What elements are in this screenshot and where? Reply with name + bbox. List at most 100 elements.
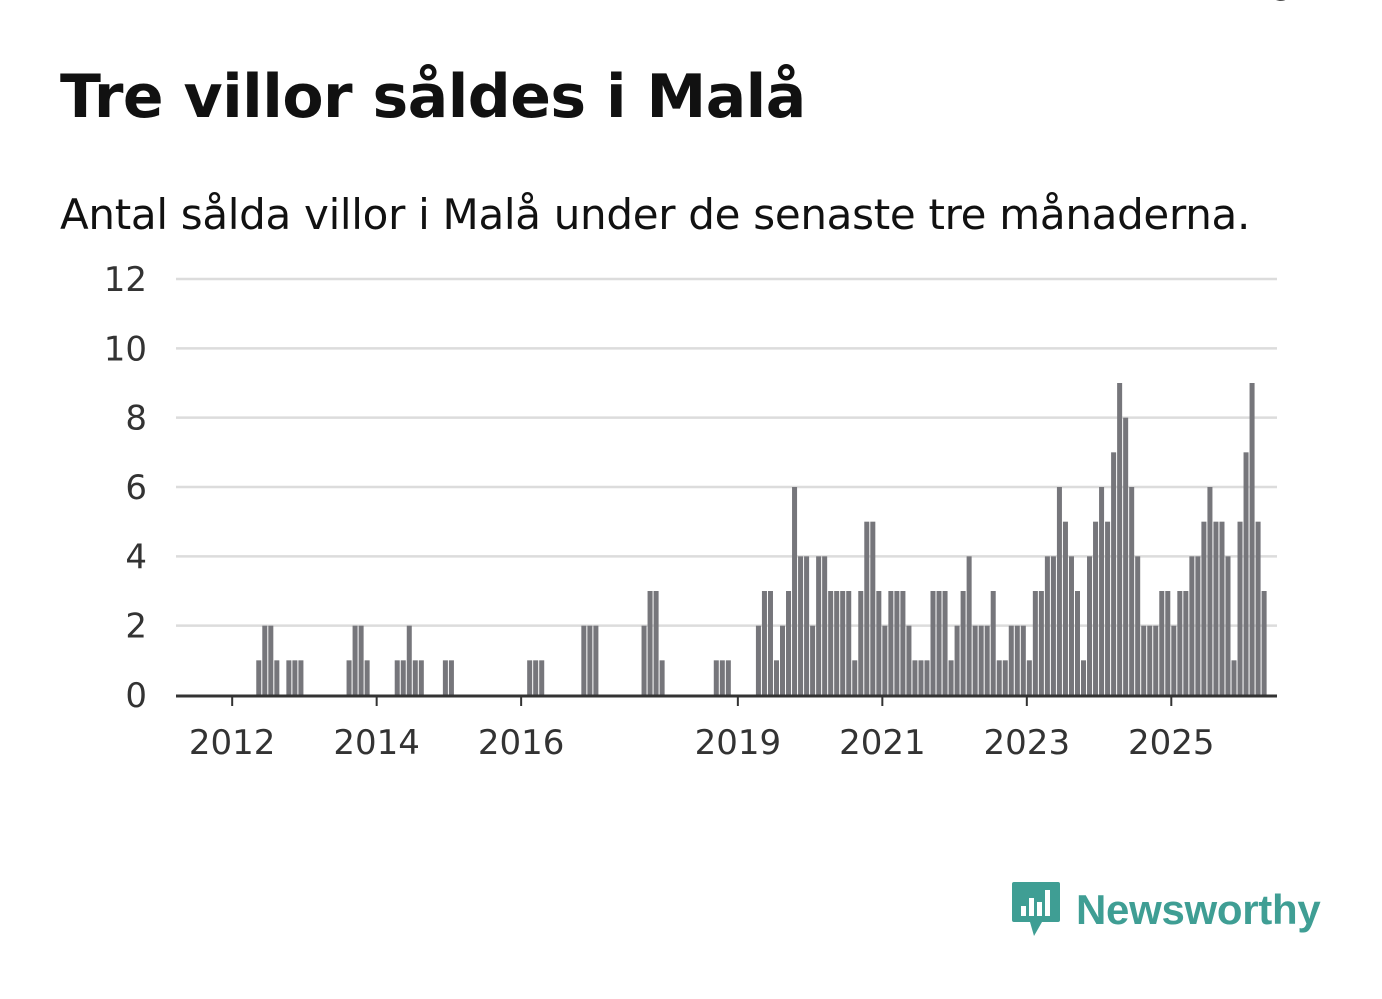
newsworthy-logo[interactable]: Newsworthy: [1010, 878, 1321, 942]
brand-name: Newsworthy: [1076, 886, 1321, 933]
bar: [930, 591, 936, 695]
bar: [1171, 625, 1177, 695]
bar: [1002, 660, 1008, 695]
bar: [755, 625, 761, 695]
chart-subtitle: Antal sålda villor i Malå under de senas…: [60, 190, 1251, 239]
gridlines: [176, 277, 1277, 627]
bar: [1135, 556, 1141, 695]
x-tick-label: 2021: [839, 723, 926, 763]
bar: [773, 660, 779, 695]
bar: [1087, 556, 1093, 695]
bar: [713, 660, 719, 695]
bar: [1183, 591, 1189, 695]
newsworthy-logo-icon: [1012, 882, 1060, 936]
bar: [1020, 625, 1026, 695]
bar: [268, 625, 274, 695]
bar: [1165, 591, 1171, 695]
bar: [1032, 591, 1038, 695]
bar: [527, 660, 533, 695]
bar: [804, 556, 810, 695]
bar: [641, 625, 647, 695]
bar: [1093, 521, 1099, 695]
bar: [960, 591, 966, 695]
bar: [418, 660, 424, 695]
bars: [256, 383, 1267, 695]
y-tick-label: 8: [125, 399, 147, 439]
chart-title: Tre villor såldes i Malå: [60, 62, 806, 132]
bar: [1207, 487, 1213, 695]
bar: [864, 521, 870, 695]
bar: [1141, 625, 1147, 695]
bar: [1123, 417, 1129, 695]
bar: [1129, 487, 1135, 695]
bar: [912, 660, 918, 695]
bar: [1237, 521, 1243, 695]
bar: [990, 591, 996, 695]
bar: [1099, 487, 1105, 695]
bar: [792, 487, 798, 695]
bar: [539, 660, 545, 695]
bar: [918, 660, 924, 695]
bar: [1261, 591, 1267, 695]
y-tick-label: 2: [125, 607, 147, 647]
bar: [352, 625, 358, 695]
y-tick-label: 4: [125, 537, 147, 577]
bar: [948, 660, 954, 695]
bar: [533, 660, 539, 695]
bar: [1014, 625, 1020, 695]
bar: [1026, 660, 1032, 695]
bar: [1111, 452, 1117, 695]
bar: [900, 591, 906, 695]
bar: [406, 625, 412, 695]
bar: [298, 660, 304, 695]
bar: [593, 625, 599, 695]
bar: [346, 660, 352, 695]
bar: [840, 591, 846, 695]
x-tick-label: 2014: [333, 723, 420, 763]
bar: [1201, 521, 1207, 695]
y-tick-label: 0: [125, 676, 147, 716]
bar: [1062, 521, 1068, 695]
bar: [1219, 521, 1225, 695]
bar: [1081, 660, 1087, 695]
bar: [1231, 660, 1237, 695]
x-axis: 2012 2014 2016 2019 2021 2023 2025: [189, 696, 1215, 763]
bar: [978, 625, 984, 695]
bar: [936, 591, 942, 695]
bar: [274, 660, 280, 695]
bar: [1117, 383, 1123, 695]
bar: [719, 660, 725, 695]
bar: [1153, 625, 1159, 695]
bar: [1189, 556, 1195, 695]
bar: [858, 591, 864, 695]
bar: [256, 660, 262, 695]
bar: [653, 591, 659, 695]
bar: [358, 625, 364, 695]
bar: [442, 660, 448, 695]
bar: [286, 660, 292, 695]
bar: [1243, 452, 1249, 695]
bar: [1044, 556, 1050, 695]
bar: [828, 591, 834, 695]
bar: [1195, 556, 1201, 695]
bar: [725, 660, 731, 695]
bar: [1056, 487, 1062, 695]
bar: [262, 625, 268, 695]
x-tick-label: 2019: [695, 723, 782, 763]
last-value-annotation: 3: [1270, 0, 1295, 11]
bar: [888, 591, 894, 695]
y-tick-label: 12: [104, 260, 147, 300]
bar: [767, 591, 773, 695]
bar: [822, 556, 828, 695]
bar: [647, 591, 653, 695]
bar: [1213, 521, 1219, 695]
y-tick-label: 10: [104, 329, 147, 369]
bar: [798, 556, 804, 695]
bar: [1159, 591, 1165, 695]
bar: [780, 625, 786, 695]
bar: [448, 660, 454, 695]
bar: [906, 625, 912, 695]
bar: [870, 521, 876, 695]
bar: [1105, 521, 1111, 695]
